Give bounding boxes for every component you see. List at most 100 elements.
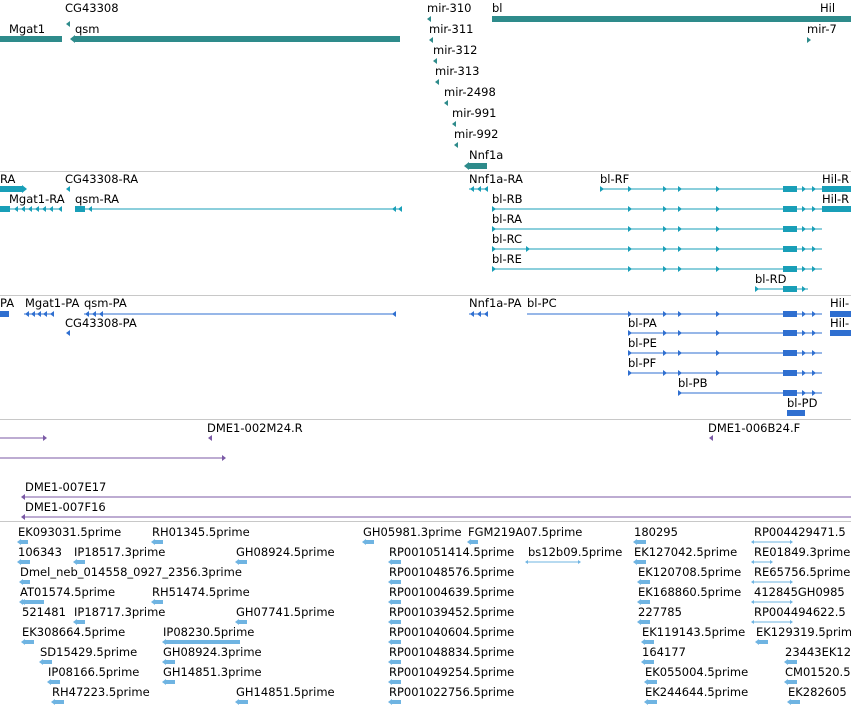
feature-glyph-ests[interactable] <box>388 659 401 665</box>
feature-glyph-ests[interactable] <box>644 679 657 685</box>
feature-glyph-ests[interactable] <box>39 659 52 665</box>
feature-glyph-ests[interactable] <box>235 559 247 565</box>
feature-label[interactable]: RP001022756.5prime <box>389 685 515 699</box>
feature-glyph-transcripts[interactable] <box>492 246 822 252</box>
feature-glyph-genes[interactable] <box>464 162 487 170</box>
feature-label[interactable]: GH07741.5prime <box>236 605 335 619</box>
feature-label[interactable]: bl-PA <box>628 316 657 330</box>
feature-glyph-genes[interactable] <box>444 100 448 106</box>
feature-label[interactable]: bl <box>492 1 503 15</box>
feature-label[interactable]: CM01520.5 <box>785 665 851 679</box>
feature-label[interactable]: Nnf1a-PA <box>469 296 522 310</box>
feature-glyph-clones[interactable] <box>0 455 226 461</box>
feature-glyph-transcripts[interactable] <box>492 226 822 232</box>
feature-label[interactable]: RE65756.5prime <box>754 565 851 579</box>
feature-label[interactable]: Dmel_neb_014558_0927_2356.3prime <box>20 565 242 579</box>
feature-label[interactable]: bl-PD <box>787 396 818 410</box>
feature-glyph-ests[interactable] <box>17 539 28 545</box>
feature-glyph-proteins[interactable] <box>628 330 822 336</box>
feature-label[interactable]: qsm <box>75 22 100 36</box>
feature-label[interactable]: IP18517.3prime <box>74 545 166 559</box>
feature-glyph-ests[interactable] <box>151 599 163 605</box>
feature-label[interactable]: EK055004.5prime <box>645 665 749 679</box>
feature-glyph-ests[interactable] <box>388 599 401 605</box>
feature-glyph-transcripts[interactable] <box>0 206 62 212</box>
feature-glyph-proteins[interactable] <box>66 330 70 336</box>
feature-glyph-ests[interactable] <box>47 679 60 685</box>
feature-glyph-genes[interactable] <box>427 16 431 22</box>
feature-glyph-ests[interactable] <box>633 559 646 565</box>
feature-label[interactable]: DME1-007F16 <box>25 500 106 514</box>
feature-glyph-clones[interactable] <box>208 435 212 441</box>
feature-glyph-ests[interactable] <box>73 619 85 625</box>
feature-label[interactable]: qsm-RA <box>75 192 120 206</box>
feature-glyph-ests[interactable] <box>235 619 247 625</box>
feature-label[interactable]: 521481 <box>22 605 66 619</box>
feature-label[interactable]: AT01574.5prime <box>20 585 116 599</box>
feature-label[interactable]: IP08230.5prime <box>163 625 255 639</box>
feature-label[interactable]: EK129319.5prime <box>756 625 851 639</box>
feature-glyph-proteins[interactable] <box>628 350 822 356</box>
feature-glyph-ests[interactable] <box>388 559 401 565</box>
feature-label[interactable]: Hil- <box>830 316 850 330</box>
feature-label[interactable]: 180295 <box>634 525 678 539</box>
feature-label[interactable]: Hil-R <box>822 172 850 186</box>
feature-label[interactable]: RA <box>0 172 16 186</box>
feature-label[interactable]: GH14851.3prime <box>163 665 262 679</box>
feature-glyph-genes[interactable] <box>807 37 811 43</box>
feature-glyph-ests[interactable] <box>151 539 163 545</box>
feature-glyph-ests[interactable] <box>21 599 44 605</box>
feature-glyph-genes[interactable] <box>70 35 400 43</box>
feature-glyph-clones[interactable] <box>21 514 851 520</box>
feature-label[interactable]: RH47223.5prime <box>52 685 150 699</box>
feature-label[interactable]: bs12b09.5prime <box>528 545 623 559</box>
feature-label[interactable]: mir-992 <box>454 127 499 141</box>
feature-glyph-genes[interactable] <box>454 142 458 148</box>
feature-glyph-transcripts[interactable] <box>492 266 822 272</box>
feature-label[interactable]: Hil <box>820 1 836 15</box>
feature-label[interactable]: RP001051414.5prime <box>389 545 515 559</box>
feature-label[interactable]: DME1-007E17 <box>25 480 107 494</box>
feature-glyph-transcripts[interactable] <box>75 206 402 212</box>
feature-label[interactable]: EK127042.5prime <box>634 545 738 559</box>
feature-label[interactable]: mir-7 <box>807 22 837 36</box>
feature-label[interactable]: bl-RD <box>755 272 787 286</box>
feature-label[interactable]: bl-PF <box>628 356 657 370</box>
feature-label[interactable]: CG43308 <box>65 1 119 15</box>
feature-label[interactable]: bl-RC <box>492 232 523 246</box>
feature-label[interactable]: SD15429.5prime <box>40 645 138 659</box>
feature-glyph-ests[interactable] <box>751 540 793 544</box>
feature-glyph-ests[interactable] <box>162 639 240 645</box>
feature-label[interactable]: mir-310 <box>427 1 472 15</box>
feature-glyph-ests[interactable] <box>162 659 175 665</box>
feature-label[interactable]: EK282605 <box>788 685 847 699</box>
feature-glyph-ests[interactable] <box>637 579 650 585</box>
feature-glyph-genes[interactable] <box>429 37 433 43</box>
feature-label[interactable]: RE01849.3prime <box>754 545 851 559</box>
feature-glyph-ests[interactable] <box>751 600 793 604</box>
feature-glyph-proteins[interactable] <box>678 390 822 396</box>
feature-glyph-ests[interactable] <box>21 639 34 645</box>
feature-label[interactable]: Mgat1-RA <box>9 192 65 206</box>
feature-label[interactable]: RP001048576.5prime <box>389 565 515 579</box>
feature-label[interactable]: Hil-R <box>822 192 850 206</box>
feature-glyph-proteins[interactable] <box>469 311 488 317</box>
feature-glyph-ests[interactable] <box>525 560 581 564</box>
feature-glyph-transcripts[interactable] <box>822 206 851 212</box>
feature-glyph-clones[interactable] <box>0 435 47 441</box>
feature-glyph-ests[interactable] <box>641 639 654 645</box>
feature-label[interactable]: EK168860.5prime <box>638 585 742 599</box>
feature-glyph-clones[interactable] <box>709 435 713 441</box>
feature-label[interactable]: EK308664.5prime <box>22 625 126 639</box>
feature-glyph-ests[interactable] <box>17 559 30 565</box>
feature-label[interactable]: RH01345.5prime <box>152 525 250 539</box>
feature-label[interactable]: mir-2498 <box>444 85 496 99</box>
feature-glyph-ests[interactable] <box>73 559 85 565</box>
feature-label[interactable]: RP004494622.5 <box>754 605 846 619</box>
feature-glyph-genes[interactable] <box>0 35 62 43</box>
feature-label[interactable]: RH51474.5prime <box>152 585 250 599</box>
feature-glyph-clones[interactable] <box>21 494 851 500</box>
feature-glyph-ests[interactable] <box>755 639 768 645</box>
feature-label[interactable]: mir-311 <box>429 22 474 36</box>
feature-glyph-ests[interactable] <box>388 639 401 645</box>
